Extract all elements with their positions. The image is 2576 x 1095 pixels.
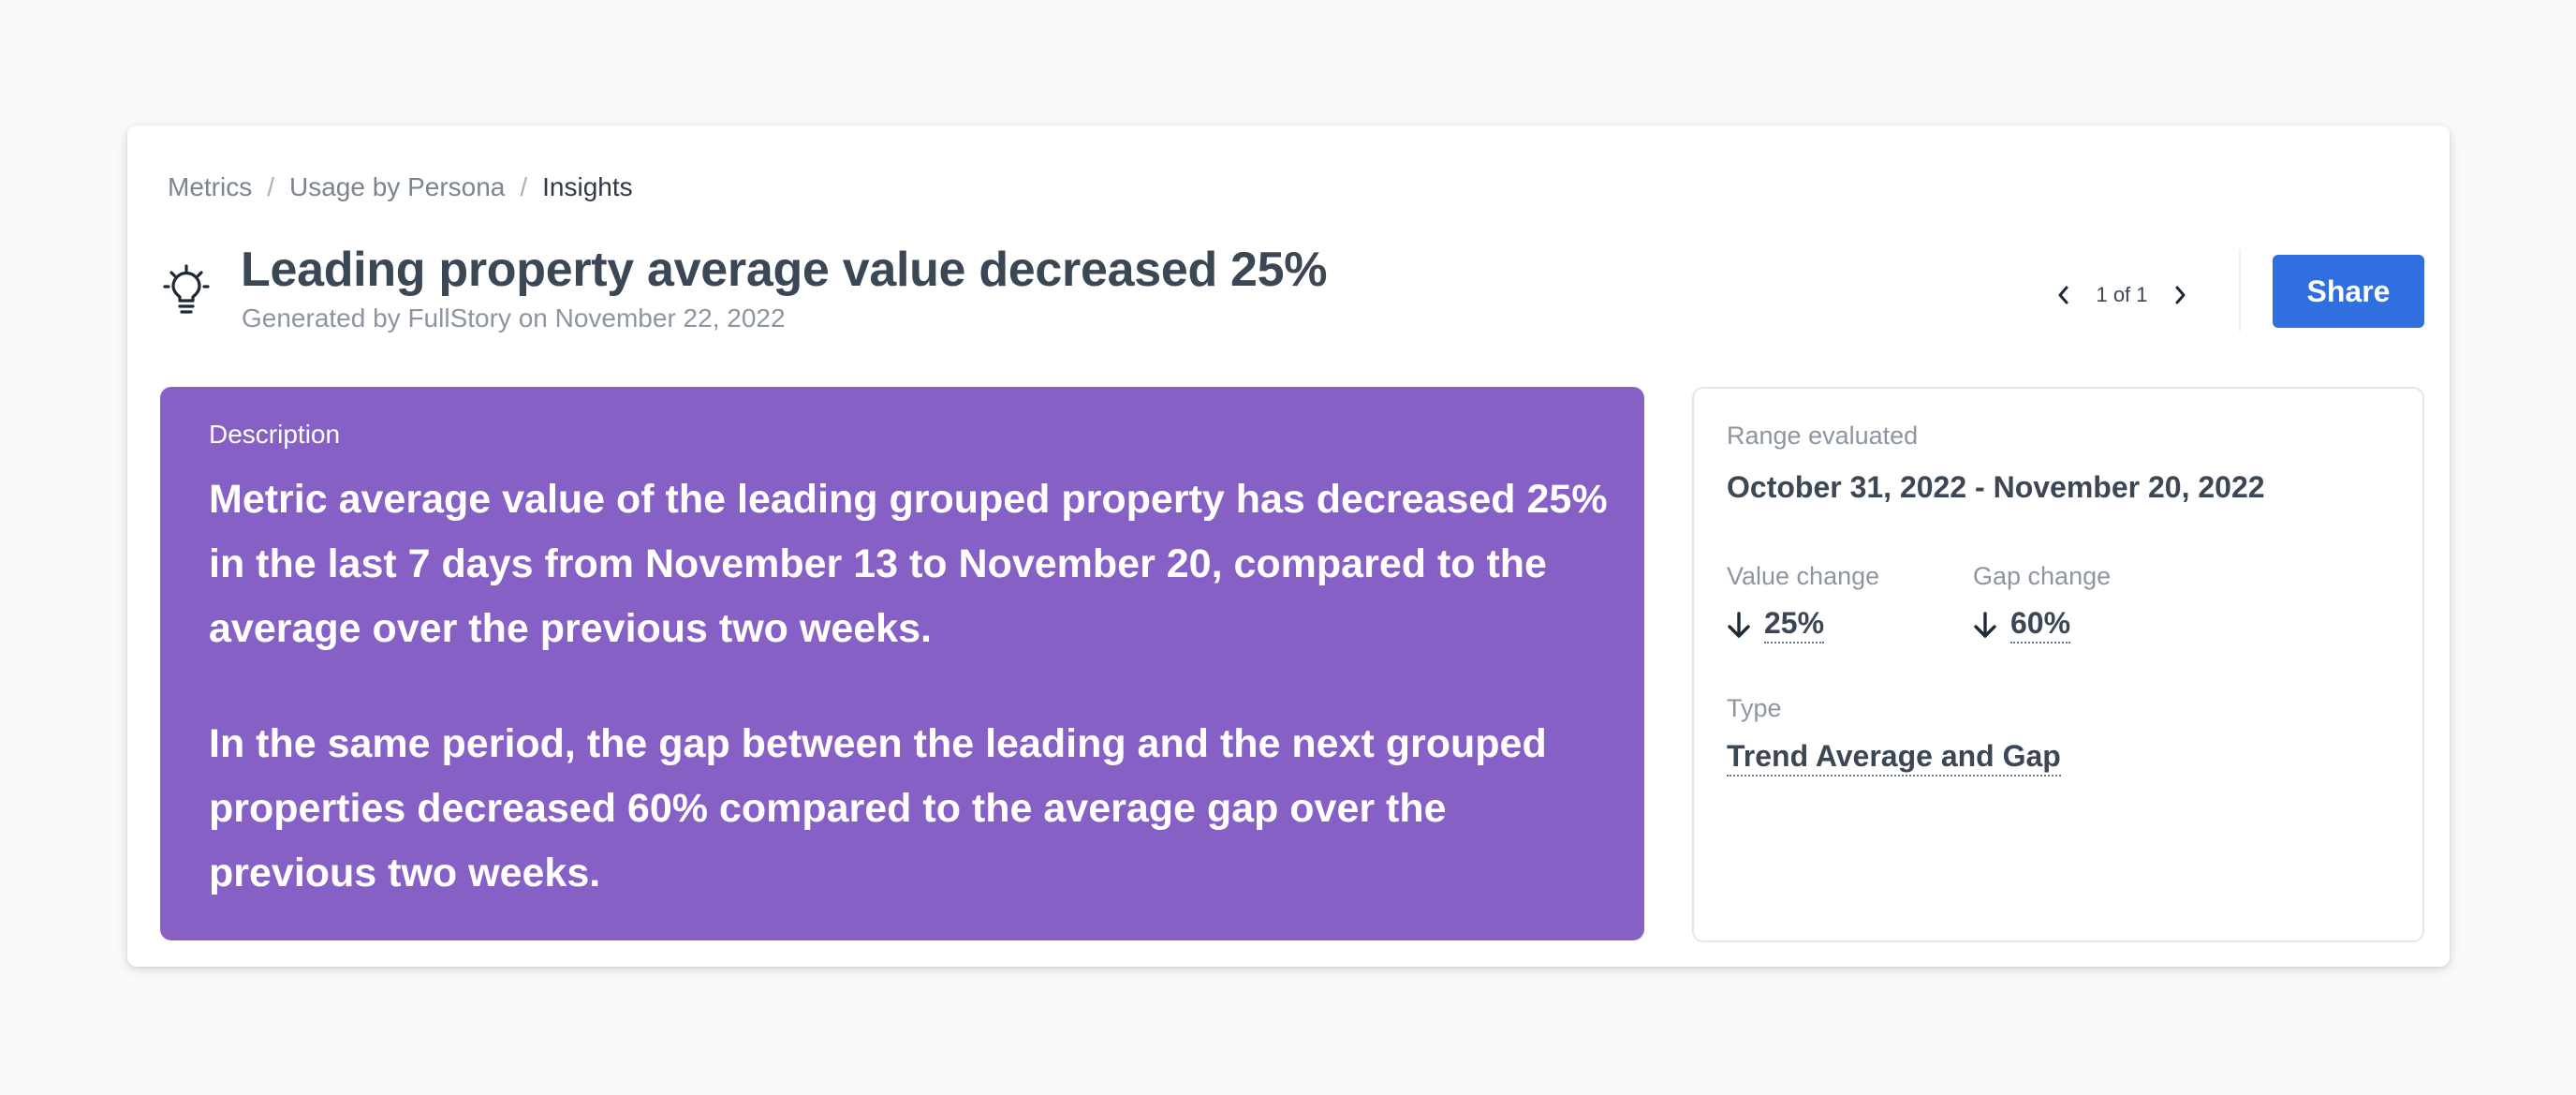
pager-count: 1 of 1 <box>2096 283 2148 306</box>
breadcrumb-separator: / <box>520 172 528 201</box>
breadcrumb-metrics[interactable]: Metrics <box>168 172 253 201</box>
breadcrumb-insights: Insights <box>542 172 633 201</box>
previous-button[interactable] <box>2045 276 2083 314</box>
gap-change-label: Gap change <box>1973 562 2112 590</box>
arrow-down-icon <box>1728 612 1750 638</box>
description-paragraph: Metric average value of the leading grou… <box>209 477 1608 651</box>
description-label: Description <box>209 420 341 449</box>
type-label: Type <box>1727 694 1782 722</box>
insight-card: Metrics / Usage by Persona / Insights Le… <box>127 126 2450 967</box>
value-change-label: Value change <box>1727 562 1880 590</box>
value-change: 25% <box>1727 606 1825 644</box>
header-divider <box>2239 249 2241 332</box>
page-title: Leading property average value decreased… <box>241 243 1328 297</box>
chevron-right-icon <box>2175 286 2186 304</box>
gap-change: 60% <box>1973 606 2071 644</box>
gap-change-value[interactable]: 60% <box>2010 606 2071 644</box>
lightbulb-icon <box>163 264 210 315</box>
generated-by-text: Generated by FullStory on November 22, 2… <box>242 303 786 333</box>
pager: 1 of 1 <box>2045 266 2199 324</box>
breadcrumb-separator: / <box>267 172 275 201</box>
breadcrumb: Metrics / Usage by Persona / Insights <box>168 172 633 202</box>
details-panel: Range evaluated October 31, 2022 - Novem… <box>1692 387 2424 942</box>
chevron-left-icon <box>2058 286 2068 304</box>
description-panel: Description Metric average value of the … <box>160 387 1644 940</box>
type-value[interactable]: Trend Average and Gap <box>1727 739 2061 777</box>
range-evaluated-value: October 31, 2022 - November 20, 2022 <box>1727 470 2265 504</box>
description-paragraph: In the same period, the gap between the … <box>209 721 1547 895</box>
value-change-value[interactable]: 25% <box>1764 606 1825 644</box>
arrow-down-icon <box>1974 612 1996 638</box>
range-evaluated-label: Range evaluated <box>1727 422 1919 450</box>
breadcrumb-usage-by-persona[interactable]: Usage by Persona <box>289 172 506 201</box>
share-button[interactable]: Share <box>2273 255 2424 328</box>
next-button[interactable] <box>2161 276 2199 314</box>
